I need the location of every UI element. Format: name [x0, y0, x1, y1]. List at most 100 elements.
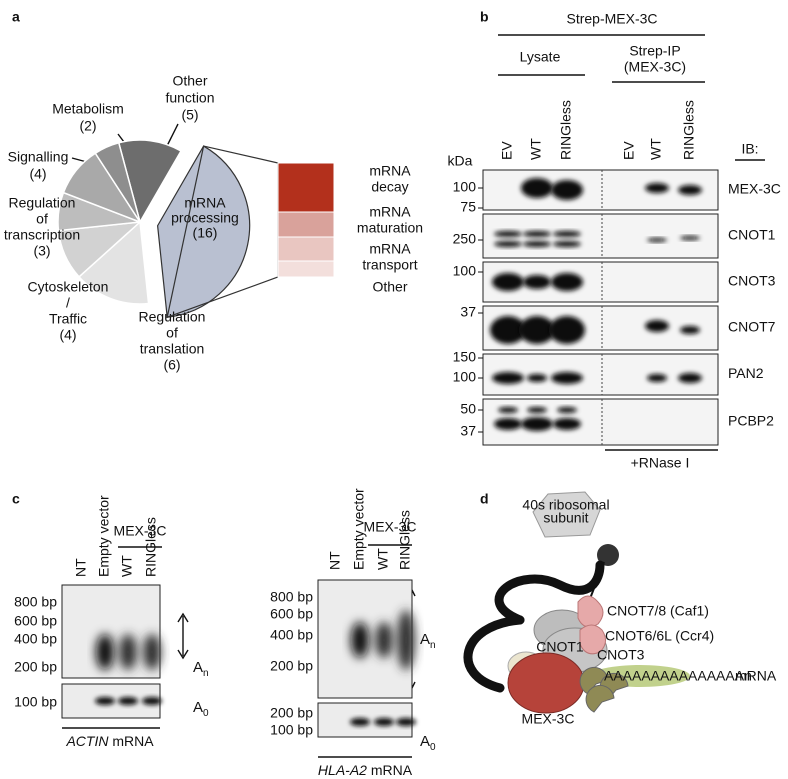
component-label: CNOT3 — [597, 647, 645, 663]
model-diagram — [463, 491, 690, 714]
panel-b-brackets — [498, 34, 765, 451]
breakdown-label: transport — [362, 257, 417, 273]
blot — [482, 213, 719, 259]
header: Strep-MEX-3C — [566, 11, 657, 27]
pie-slice — [156, 145, 251, 318]
band — [494, 418, 522, 430]
slice-label: mRNA — [184, 195, 226, 211]
band — [680, 236, 700, 240]
mw-marker: 100 — [453, 263, 477, 279]
panel-letter: d — [480, 491, 489, 507]
smear — [397, 610, 415, 670]
tail-label-base: A — [193, 659, 203, 676]
mw-marker: 75 — [460, 199, 476, 215]
smear — [375, 622, 393, 658]
mw-marker: 250 — [453, 231, 477, 247]
breakdown-label: mRNA — [369, 241, 411, 257]
lane-label: RINGless — [397, 510, 413, 570]
mw-marker: 37 — [460, 304, 476, 320]
panel-letter: b — [480, 9, 489, 25]
group-label: MEX-3C — [364, 519, 417, 535]
slice-label: function — [165, 90, 214, 106]
band — [396, 718, 416, 726]
tail-label-sub: n — [430, 640, 436, 651]
mex3c-label: MEX-3C — [522, 711, 575, 727]
mw-marker: 37 — [460, 423, 476, 439]
protein-label: PAN2 — [728, 365, 764, 381]
slice-label: Regulation — [139, 309, 206, 325]
lane-label: WT — [119, 555, 135, 577]
slice-label: transcription — [4, 227, 80, 243]
blot — [482, 353, 719, 396]
band — [142, 697, 162, 705]
kda-label: kDa — [448, 153, 473, 169]
band — [490, 316, 526, 344]
tail-label-sub: 0 — [203, 708, 209, 719]
component-label: CNOT6/6L (Ccr4) — [605, 628, 714, 644]
smear — [351, 622, 369, 658]
breakdown-label: Other — [372, 279, 407, 295]
band — [551, 273, 583, 291]
mw-marker: 100 — [453, 369, 477, 385]
slice-label: processing — [171, 210, 239, 226]
lane-label: WT — [648, 138, 664, 160]
size-marker: 400 bp — [14, 631, 57, 647]
breakdown-segment — [277, 162, 335, 213]
band — [523, 275, 551, 289]
tail-label-base: A — [420, 733, 430, 750]
component-label: CNOT7/8 (Caf1) — [607, 603, 709, 619]
band — [523, 241, 551, 247]
tail-label-base: A — [420, 631, 430, 648]
slice-label: translation — [140, 341, 205, 357]
band — [492, 372, 524, 384]
lane-label: Empty vector — [351, 488, 367, 570]
band — [553, 231, 581, 237]
protein-label: PCBP2 — [728, 413, 774, 429]
band — [95, 697, 115, 705]
slice-label: Regulation — [9, 195, 76, 211]
panel-letter: c — [12, 491, 20, 507]
band — [680, 326, 700, 334]
breakdown-segment — [277, 236, 335, 262]
protein-label: MEX-3C — [728, 181, 781, 197]
pie-slice — [78, 220, 150, 305]
gel-caption: HLA-A2 mRNA — [318, 762, 413, 778]
size-marker: 200 bp — [270, 658, 313, 674]
breakdown-segment — [277, 260, 335, 278]
breakdown-label: mRNA — [369, 163, 411, 179]
smear — [119, 634, 137, 670]
pie-slice — [117, 139, 183, 224]
size-marker: 100 bp — [14, 694, 57, 710]
band — [557, 407, 577, 413]
tail-label: An — [193, 659, 209, 679]
lane-label: NT — [73, 558, 89, 577]
protein-label: CNOT3 — [728, 273, 776, 289]
mrna-label: mRNA — [735, 668, 777, 684]
band — [521, 417, 553, 431]
mw-marker: 150 — [453, 349, 477, 365]
size-marker: 800 bp — [270, 589, 313, 605]
band — [647, 374, 667, 382]
band — [647, 238, 667, 242]
mw-marker: 100 — [453, 179, 477, 195]
slice-label: Cytoskeleton — [28, 279, 109, 295]
slice-label: / — [66, 295, 70, 311]
lane-label: RINGless — [681, 100, 697, 160]
slice-count: (4) — [29, 166, 46, 182]
protein-label: CNOT7 — [728, 319, 776, 335]
slice-count: (4) — [59, 327, 76, 343]
slice-count: (5) — [181, 107, 198, 123]
band — [492, 273, 524, 291]
gel-caption: ACTIN mRNA — [65, 733, 154, 749]
band — [678, 185, 702, 195]
ribosome-label: 40s ribosomal — [522, 497, 609, 513]
breakdown-segment — [277, 211, 335, 238]
band — [551, 372, 583, 384]
band — [519, 316, 555, 344]
band — [645, 183, 669, 193]
band — [494, 241, 522, 247]
tail-label-sub: n — [203, 668, 209, 679]
band — [523, 231, 551, 237]
band — [553, 418, 581, 430]
size-marker: 400 bp — [270, 627, 313, 643]
